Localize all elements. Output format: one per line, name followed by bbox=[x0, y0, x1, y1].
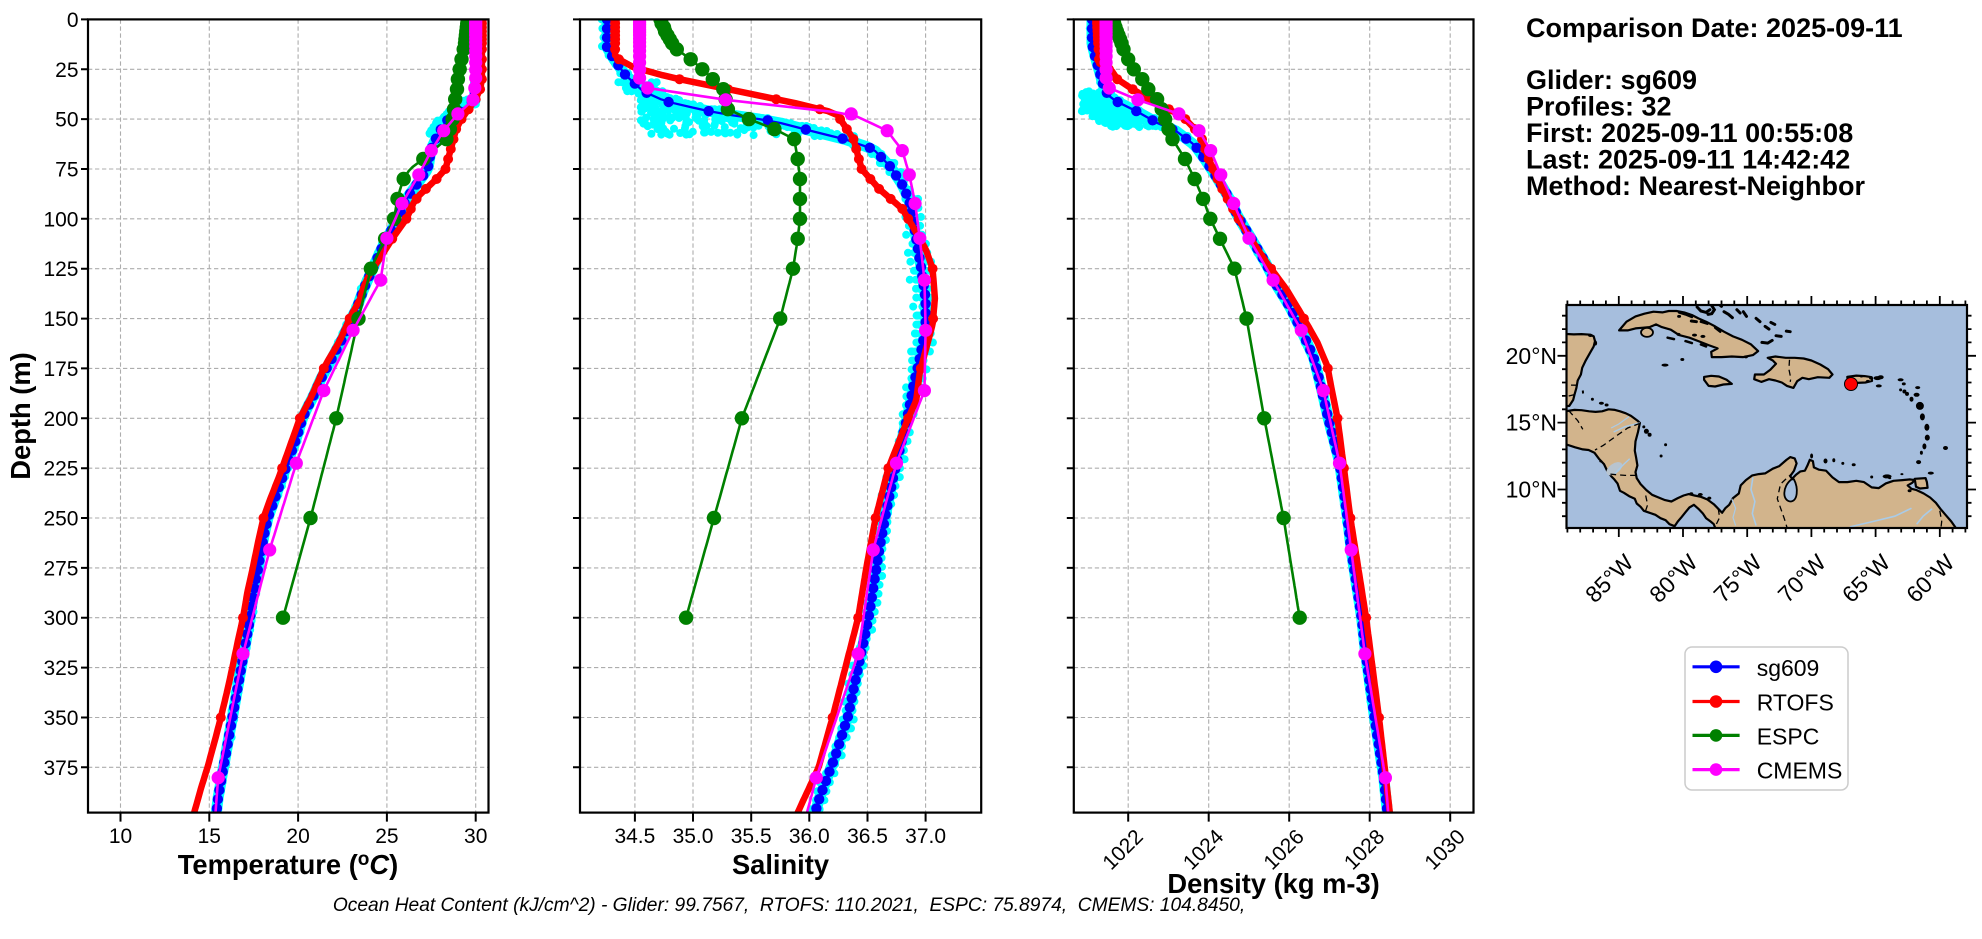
svg-text:20: 20 bbox=[286, 825, 309, 848]
svg-text:34.5: 34.5 bbox=[614, 825, 655, 848]
svg-text:Profiles: 32: Profiles: 32 bbox=[1526, 92, 1672, 122]
svg-text:35.5: 35.5 bbox=[731, 825, 772, 848]
svg-text:75: 75 bbox=[55, 159, 78, 182]
svg-text:10: 10 bbox=[109, 825, 132, 848]
svg-text:275: 275 bbox=[43, 557, 78, 580]
svg-text:ESPC: ESPC bbox=[1757, 723, 1820, 749]
svg-text:10°N: 10°N bbox=[1506, 477, 1557, 503]
svg-text:Glider: sg609: Glider: sg609 bbox=[1526, 65, 1697, 95]
svg-text:150: 150 bbox=[43, 308, 78, 331]
svg-text:First: 2025-09-11 00:55:08: First: 2025-09-11 00:55:08 bbox=[1526, 118, 1853, 148]
svg-text:25: 25 bbox=[375, 825, 398, 848]
svg-text:225: 225 bbox=[43, 458, 78, 481]
svg-text:Method: Nearest-Neighbor: Method: Nearest-Neighbor bbox=[1526, 171, 1866, 201]
svg-text:250: 250 bbox=[43, 508, 78, 531]
svg-text:Ocean Heat Content (kJ/cm^2) -: Ocean Heat Content (kJ/cm^2) - Glider: 9… bbox=[333, 895, 1245, 916]
svg-text:25: 25 bbox=[55, 59, 78, 82]
svg-text:325: 325 bbox=[43, 657, 78, 680]
svg-text:sg609: sg609 bbox=[1757, 655, 1820, 681]
svg-text:375: 375 bbox=[43, 757, 78, 780]
svg-text:350: 350 bbox=[43, 707, 78, 730]
svg-text:Salinity: Salinity bbox=[732, 849, 830, 880]
svg-text:30: 30 bbox=[464, 825, 487, 848]
svg-text:175: 175 bbox=[43, 358, 78, 381]
svg-text:15°N: 15°N bbox=[1506, 410, 1557, 436]
svg-text:37.0: 37.0 bbox=[905, 825, 946, 848]
svg-text:50: 50 bbox=[55, 109, 78, 132]
svg-text:100: 100 bbox=[43, 208, 78, 231]
svg-text:CMEMS: CMEMS bbox=[1757, 758, 1843, 784]
svg-text:Density (kg m-3): Density (kg m-3) bbox=[1167, 868, 1379, 899]
svg-text:RTOFS: RTOFS bbox=[1757, 690, 1834, 716]
svg-text:300: 300 bbox=[43, 607, 78, 630]
svg-text:0: 0 bbox=[67, 9, 79, 32]
svg-text:Last: 2025-09-11 14:42:42: Last: 2025-09-11 14:42:42 bbox=[1526, 145, 1850, 175]
svg-text:200: 200 bbox=[43, 408, 78, 431]
svg-text:35.0: 35.0 bbox=[673, 825, 714, 848]
svg-text:125: 125 bbox=[43, 258, 78, 281]
svg-text:Comparison Date: 2025-09-11: Comparison Date: 2025-09-11 bbox=[1526, 13, 1903, 43]
svg-text:20°N: 20°N bbox=[1506, 343, 1557, 369]
svg-text:36.5: 36.5 bbox=[847, 825, 888, 848]
svg-text:36.0: 36.0 bbox=[789, 825, 830, 848]
svg-text:Depth (m): Depth (m) bbox=[5, 352, 36, 479]
svg-text:15: 15 bbox=[198, 825, 221, 848]
